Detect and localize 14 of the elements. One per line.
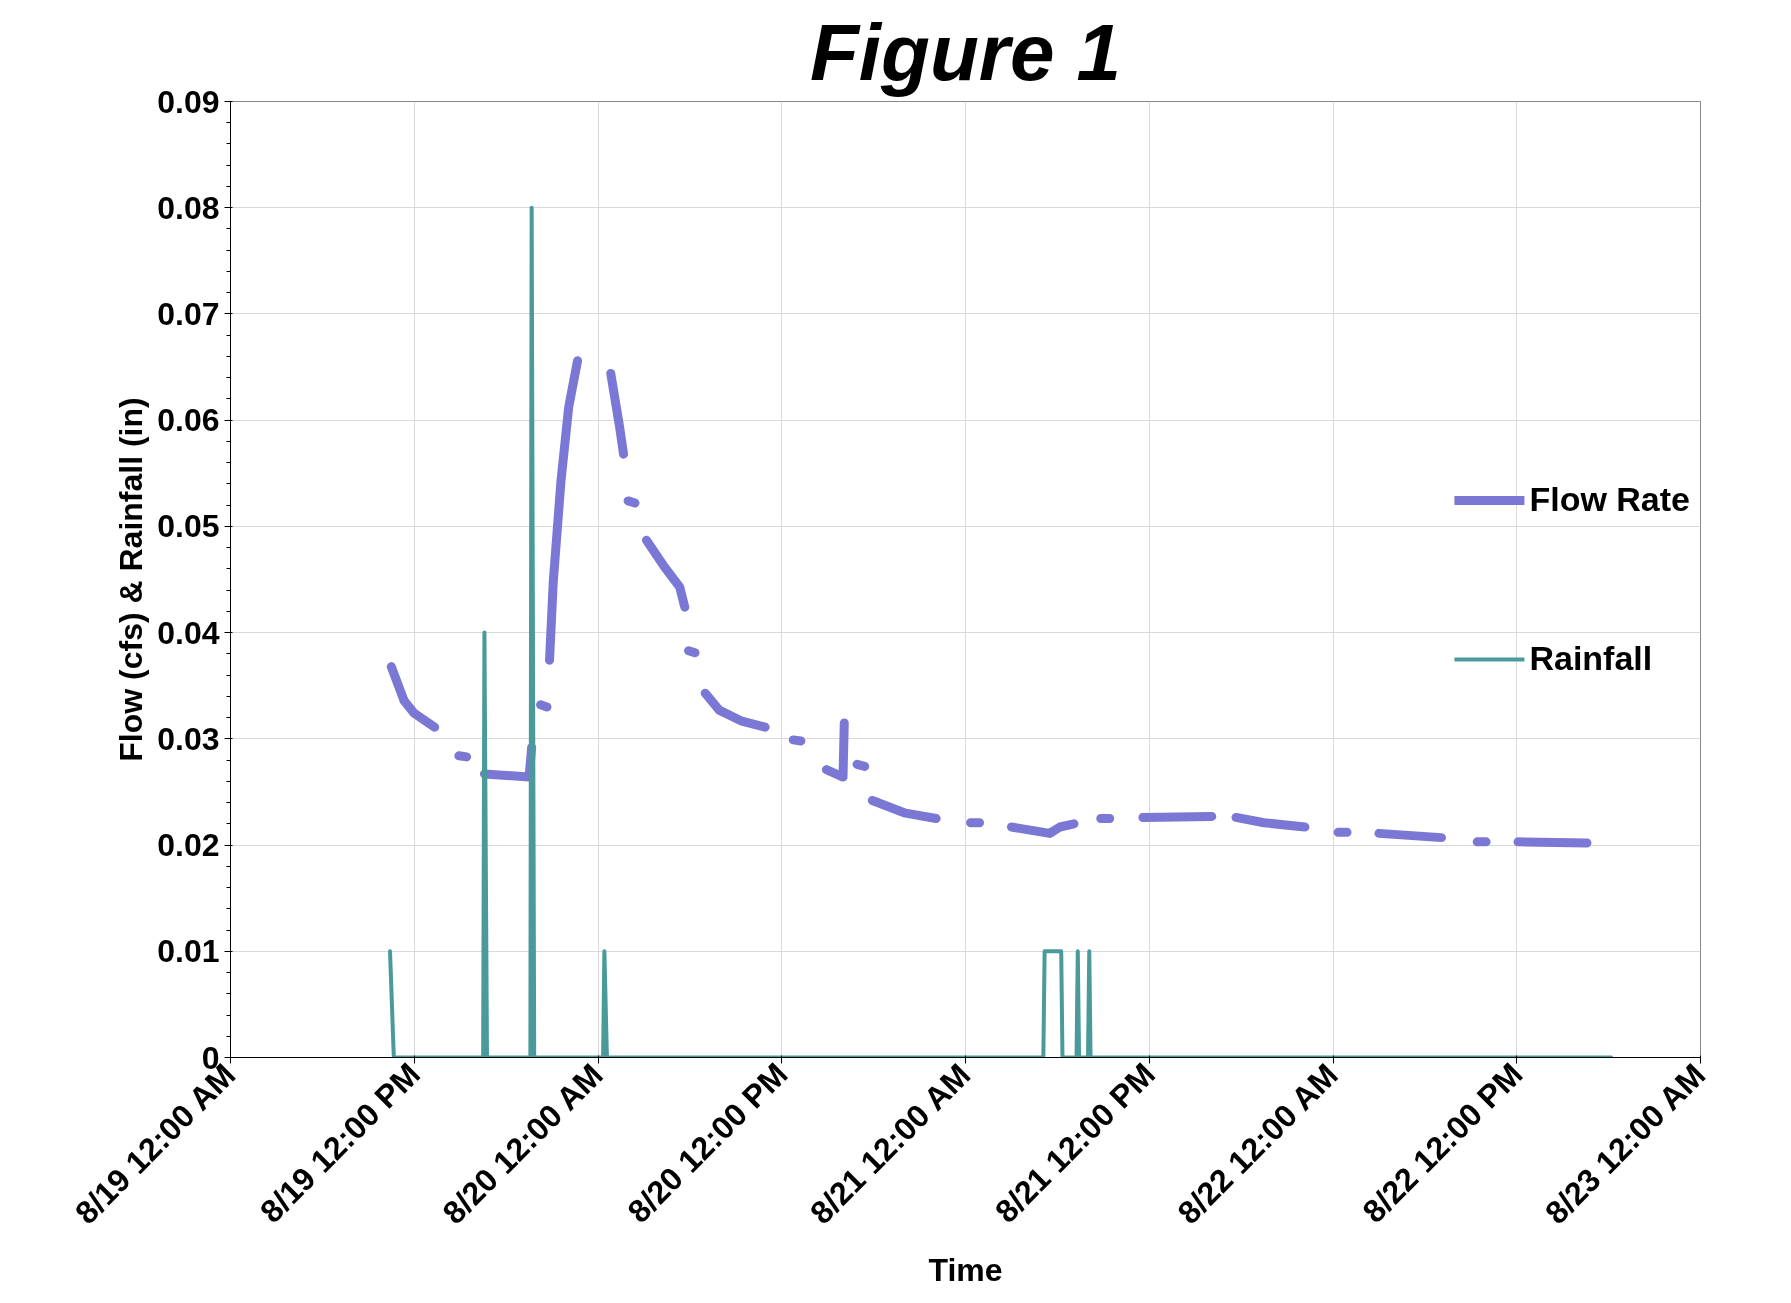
y-tick-label: 0.03 [157, 720, 220, 757]
legend-label: Rainfall [1529, 639, 1653, 678]
y-tick-label: 0.04 [157, 614, 220, 651]
y-axis-title: Flow (cfs) & Rainfall (in) [113, 397, 150, 762]
legend-label: Flow Rate [1529, 480, 1690, 519]
x-axis-title: Time [928, 1251, 1003, 1288]
y-tick-label: 0.09 [157, 83, 220, 120]
y-tick-label: 0.01 [157, 933, 220, 970]
y-tick-label: 0.05 [157, 508, 220, 545]
y-tick-label: 0.02 [157, 827, 220, 864]
chart-title: Figure 1 [809, 7, 1122, 97]
y-tick-label: 0.07 [157, 295, 220, 332]
y-tick-label: 0.06 [157, 402, 220, 439]
y-tick-label: 0.08 [157, 189, 220, 226]
